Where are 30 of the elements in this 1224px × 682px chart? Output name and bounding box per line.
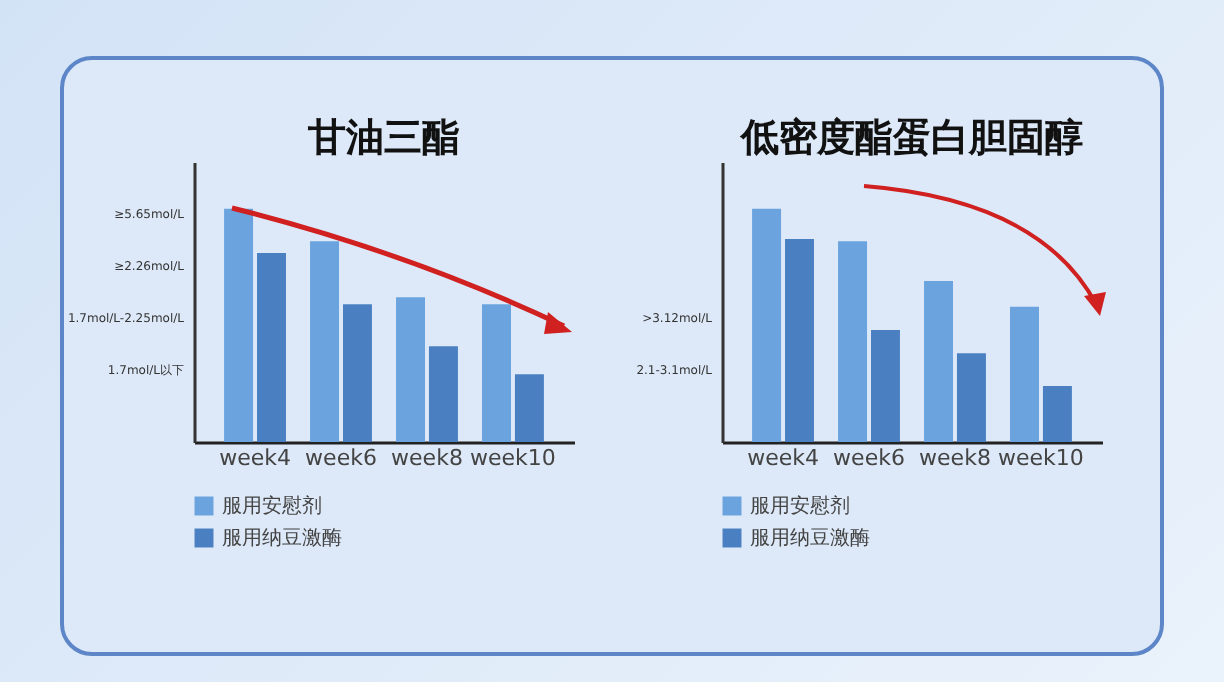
x-tick-label: week10 xyxy=(470,445,556,471)
x-tick-label: week6 xyxy=(833,445,905,471)
chart-title: 甘油三酯 xyxy=(306,116,460,160)
legend-label: 服用纳豆激酶 xyxy=(750,526,870,550)
bar xyxy=(956,353,986,442)
bar xyxy=(838,241,868,442)
bar xyxy=(924,281,954,442)
x-tick-label: week4 xyxy=(219,445,291,471)
x-tick-label: week6 xyxy=(305,445,377,471)
x-tick-label: week8 xyxy=(919,445,991,471)
legend-label: 服用安慰剂 xyxy=(222,494,322,518)
bar xyxy=(310,241,340,442)
bar xyxy=(396,297,426,442)
legend-label: 服用安慰剂 xyxy=(750,494,850,518)
bar xyxy=(482,304,511,442)
bar xyxy=(1010,306,1039,442)
x-tick-label: week8 xyxy=(391,445,463,471)
bar xyxy=(428,346,458,442)
bar xyxy=(514,374,544,442)
legend-label: 服用纳豆激酶 xyxy=(222,526,342,550)
bar xyxy=(785,239,814,442)
bar xyxy=(342,304,372,442)
bar xyxy=(870,330,900,442)
chart-title: 低密度酯蛋白胆固醇 xyxy=(739,116,1083,160)
bar xyxy=(752,208,782,442)
x-tick-label: week4 xyxy=(747,445,819,471)
x-tick-label: week10 xyxy=(998,445,1084,471)
bar xyxy=(257,253,286,442)
bar xyxy=(1042,386,1072,442)
bar xyxy=(224,208,254,442)
